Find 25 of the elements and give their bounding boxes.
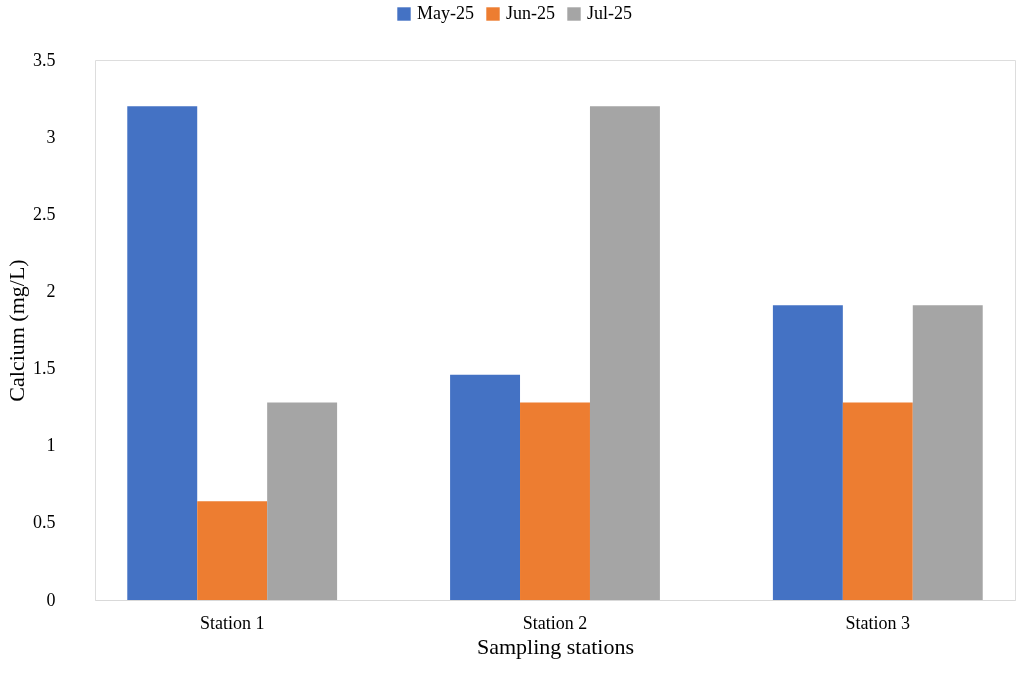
- x-tick-label: Station 3: [845, 612, 911, 633]
- x-tick-label: Station 2: [522, 612, 588, 633]
- bar: [912, 305, 983, 600]
- bar: [267, 402, 338, 600]
- bar: [450, 374, 521, 600]
- y-tick-label: 2: [46, 280, 56, 301]
- y-tick-label: 3.5: [33, 49, 56, 70]
- y-tick-label: 2.5: [33, 203, 56, 224]
- bar: [197, 501, 268, 600]
- legend-label: Jun-25: [506, 3, 555, 23]
- x-tick-label: Station 1: [199, 612, 265, 633]
- y-tick-label: 3: [46, 126, 56, 147]
- bar: [589, 106, 660, 600]
- y-axis-title: Calcium (mg/L): [4, 259, 29, 402]
- bar: [842, 402, 913, 600]
- legend-label: Jul-25: [587, 3, 632, 23]
- y-tick-label: 1: [46, 435, 56, 456]
- bar: [772, 305, 843, 600]
- bar: [520, 402, 590, 600]
- bar: [127, 106, 198, 600]
- legend-label: May-25: [417, 3, 474, 23]
- y-tick-label: 0.5: [33, 512, 56, 533]
- x-axis-title: Sampling stations: [476, 633, 635, 659]
- y-tick-label: 1.5: [33, 358, 56, 379]
- y-tick-label: 0: [46, 589, 56, 610]
